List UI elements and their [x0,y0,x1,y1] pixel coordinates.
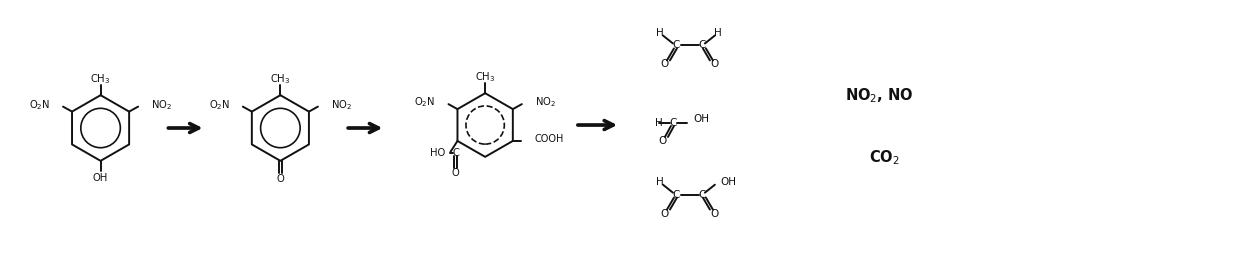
Text: C: C [698,41,706,50]
Text: C: C [698,190,706,200]
Text: CH$_3$: CH$_3$ [91,72,110,86]
Text: O: O [711,59,719,69]
Text: OH: OH [720,177,735,187]
Text: C: C [672,41,680,50]
Text: OH: OH [693,114,709,124]
Text: C: C [453,148,459,158]
Text: NO$_2$: NO$_2$ [534,95,556,109]
Text: C: C [672,190,680,200]
Text: O$_2$N: O$_2$N [29,98,50,112]
Text: NO$_2$, NO: NO$_2$, NO [846,86,914,105]
Text: O: O [277,174,284,184]
Text: H: H [714,28,722,37]
Text: OH: OH [93,173,108,183]
Text: CH$_3$: CH$_3$ [475,70,496,84]
Text: NO$_2$: NO$_2$ [331,98,352,112]
Text: COOH: COOH [534,134,564,145]
Text: O$_2$N: O$_2$N [414,95,435,109]
Text: HO: HO [430,148,445,158]
Text: O: O [451,168,459,178]
Text: CO$_2$: CO$_2$ [869,148,900,167]
Text: CH$_3$: CH$_3$ [270,72,290,86]
Text: O: O [658,136,667,146]
Text: H: H [655,118,662,128]
Text: H: H [656,177,663,187]
Text: O$_2$N: O$_2$N [208,98,229,112]
Text: C: C [670,118,677,128]
Text: NO$_2$: NO$_2$ [151,98,172,112]
Text: H: H [656,28,663,37]
Text: O: O [711,209,719,219]
Text: O: O [661,209,670,219]
Text: O: O [661,59,670,69]
